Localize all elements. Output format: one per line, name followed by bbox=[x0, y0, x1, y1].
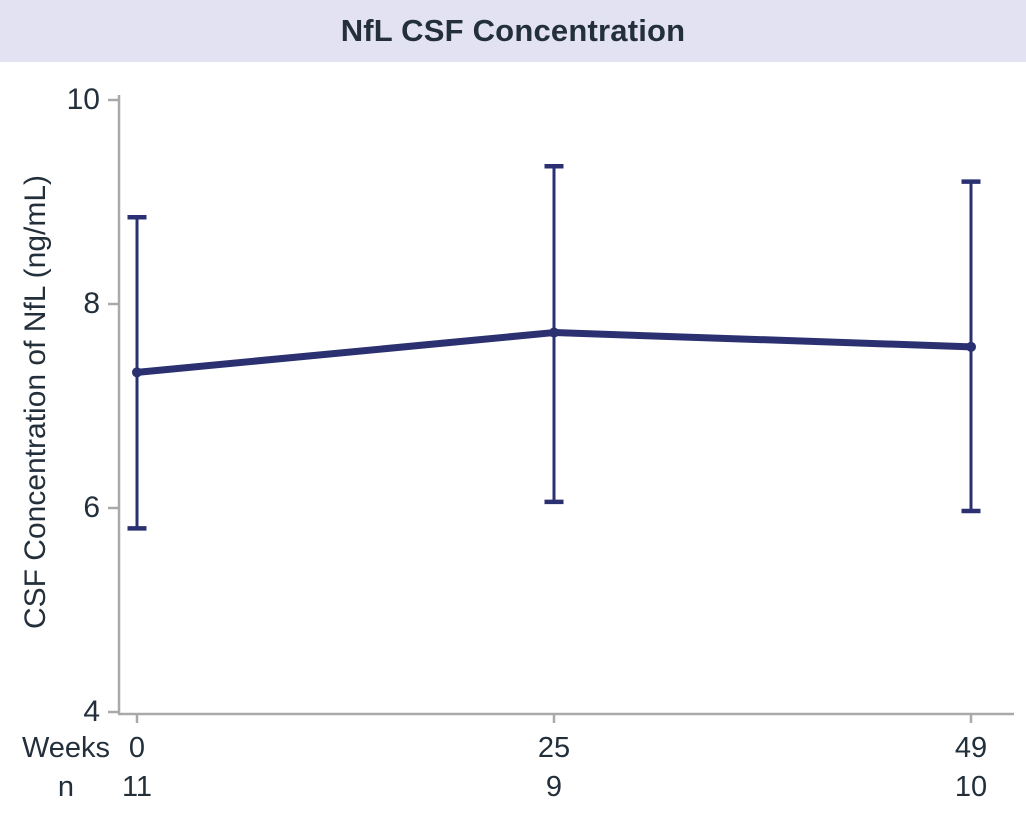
mean-point bbox=[549, 327, 559, 338]
n-value: 10 bbox=[954, 771, 988, 803]
x-tick-label: 25 bbox=[537, 732, 571, 764]
mean-point bbox=[132, 367, 142, 378]
mean-point bbox=[966, 341, 976, 352]
n-row-label: n bbox=[57, 771, 75, 803]
x-tick-label: 49 bbox=[954, 732, 988, 764]
y-tick-label: 10 bbox=[66, 83, 100, 116]
y-tick-label: 8 bbox=[83, 287, 100, 320]
x-axis-row-label: Weeks bbox=[21, 732, 111, 764]
n-value: 9 bbox=[545, 771, 563, 803]
n-value: 11 bbox=[121, 771, 153, 803]
chart-title-banner: NfL CSF Concentration bbox=[0, 0, 1026, 62]
x-tick-label: 0 bbox=[128, 732, 146, 764]
y-tick-label: 4 bbox=[83, 695, 100, 728]
y-tick-label: 6 bbox=[83, 491, 100, 524]
chart-title: NfL CSF Concentration bbox=[340, 13, 686, 48]
